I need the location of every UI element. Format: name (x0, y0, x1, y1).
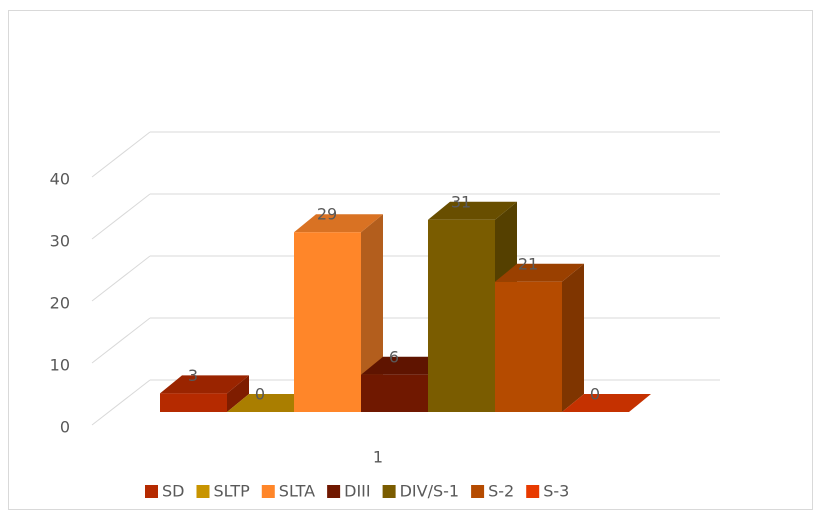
bar-face (361, 374, 428, 412)
side-grid-line (91, 379, 151, 426)
legend-swatch (382, 485, 396, 498)
data-label: 0 (590, 385, 600, 404)
bar (227, 394, 316, 412)
y-tick-label: 30 (50, 232, 70, 251)
legend-swatch (327, 485, 341, 498)
legend-swatch (261, 485, 275, 498)
side-grid-line (91, 131, 151, 178)
bar-face (495, 263, 584, 282)
data-label: 0 (255, 385, 265, 404)
x-tick-label: 1 (373, 448, 383, 467)
y-tick-label: 20 (50, 294, 70, 313)
legend-swatch (196, 485, 210, 498)
data-label: 21 (518, 254, 538, 273)
side-grid-line (91, 255, 151, 302)
bar-face (562, 394, 651, 412)
legend-label: S-3 (543, 482, 569, 501)
legend-label: S-2 (488, 482, 514, 501)
legend-label: SLTP (213, 482, 250, 501)
bar-face (428, 219, 495, 412)
bar-face (428, 201, 517, 220)
legend-swatch (526, 485, 540, 498)
bar (160, 375, 249, 412)
side-grid-line (91, 317, 151, 364)
bar-face (160, 375, 249, 394)
y-tick-label: 10 (50, 356, 70, 375)
bar-face (294, 214, 383, 233)
y-tick-label: 0 (60, 418, 70, 437)
legend-label: DIII (344, 482, 370, 501)
legend-label: DIV/S-1 (400, 482, 459, 501)
bar-face (227, 375, 249, 412)
legend-label: SD (162, 482, 184, 501)
bar-face (294, 232, 361, 412)
data-label: 6 (389, 347, 399, 366)
chart-border (8, 10, 813, 510)
data-label: 31 (451, 192, 471, 211)
bar-face (227, 394, 316, 412)
bar-face (361, 356, 450, 375)
bar (495, 263, 584, 412)
data-label: 29 (317, 205, 337, 224)
side-grid-line (91, 193, 151, 240)
bar-face (495, 281, 562, 412)
legend-label: SLTA (279, 482, 315, 501)
y-tick-label: 40 (50, 170, 70, 189)
legend-swatch (471, 485, 485, 498)
bar (562, 394, 651, 412)
bar-face (562, 263, 584, 412)
bar-face (160, 393, 227, 412)
legend-swatch (145, 485, 158, 498)
data-label: 3 (188, 366, 198, 385)
